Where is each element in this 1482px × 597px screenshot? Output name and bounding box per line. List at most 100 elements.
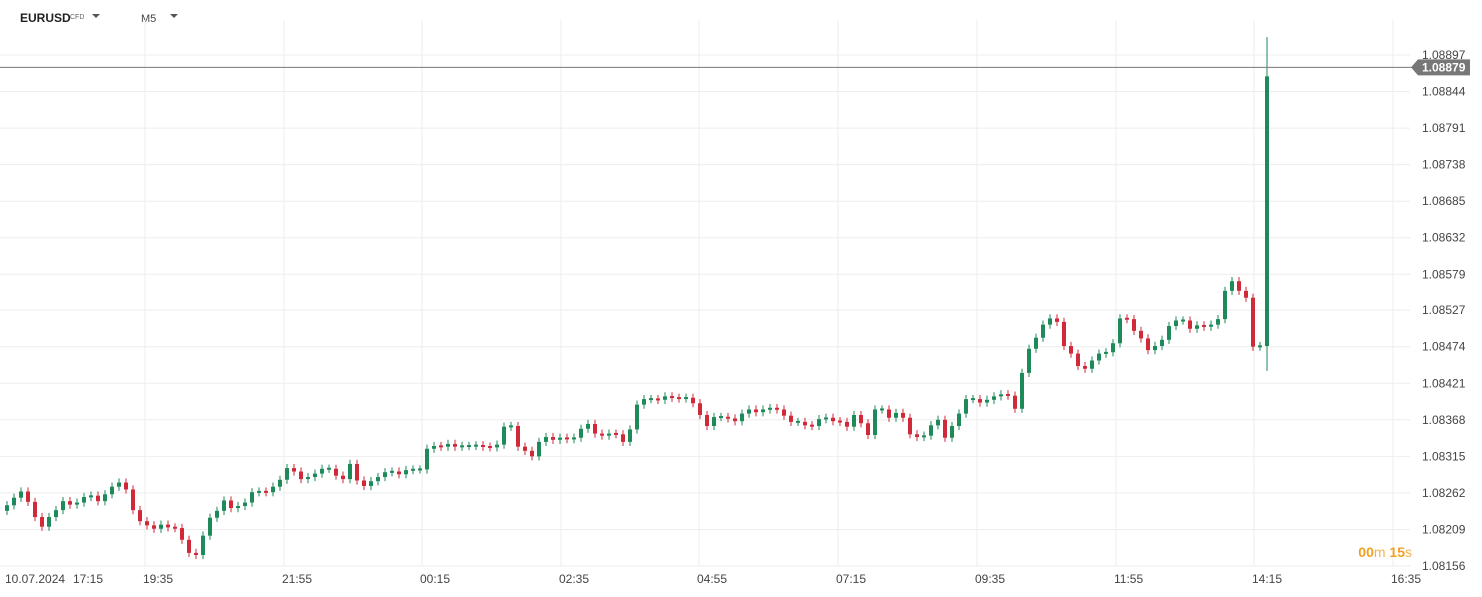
candle-body xyxy=(355,463,359,481)
y-tick-label: 1.08209 xyxy=(1422,522,1466,536)
candle-body xyxy=(194,552,198,555)
candle-body xyxy=(467,445,471,448)
candle-body xyxy=(236,506,240,509)
candle-body xyxy=(530,450,534,457)
candle-body xyxy=(334,468,338,476)
candle-body xyxy=(1244,290,1248,298)
candle-body xyxy=(761,409,765,413)
candle-body xyxy=(635,404,639,430)
y-axis: 1.08897 1.08844 1.08791 1.08738 1.08685 1.086… xyxy=(1422,48,1466,573)
candle-body xyxy=(299,471,303,480)
candle-body xyxy=(908,417,912,435)
candle-body xyxy=(1195,325,1199,329)
candle-body xyxy=(922,435,926,438)
x-tick-label: 14:15 xyxy=(1252,572,1282,586)
candle-body xyxy=(1181,319,1185,322)
candle-body xyxy=(313,473,317,478)
symbol-name[interactable]: EURUSD xyxy=(20,11,71,25)
candle-body xyxy=(145,521,149,526)
candle-body xyxy=(124,482,128,490)
candle-body xyxy=(726,416,730,419)
candle-body xyxy=(285,468,289,480)
candle-body xyxy=(187,539,191,553)
y-tick-label: 1.08421 xyxy=(1422,376,1466,390)
candle-body xyxy=(1139,330,1143,339)
candle-body xyxy=(978,399,982,403)
candle-body xyxy=(663,396,667,400)
candle-body xyxy=(698,403,702,415)
candle-body xyxy=(306,477,310,480)
countdown-minutes: 00 xyxy=(1358,544,1374,560)
candle-body xyxy=(656,398,660,401)
candle-body xyxy=(516,426,520,447)
candle-body xyxy=(110,486,114,495)
candle-body xyxy=(712,417,716,427)
candle-body xyxy=(61,501,65,511)
candle-body xyxy=(166,524,170,528)
symbol-dropdown-icon[interactable] xyxy=(92,14,100,18)
candle-body xyxy=(201,535,205,555)
candle-body xyxy=(1041,324,1045,338)
candle-body xyxy=(495,444,499,448)
candle-body xyxy=(425,448,429,470)
candle-body xyxy=(1202,325,1206,328)
candle-body xyxy=(649,398,653,401)
candle-body xyxy=(1216,319,1220,325)
candle-body xyxy=(82,497,86,503)
y-tick-label: 1.08156 xyxy=(1422,559,1466,573)
candle-body xyxy=(740,413,744,422)
candle-body xyxy=(691,397,695,404)
candle-body xyxy=(1006,393,1010,396)
candle-body xyxy=(971,398,975,401)
candle-body xyxy=(180,528,184,540)
candle-body xyxy=(376,477,380,482)
candle-body xyxy=(999,394,1003,397)
candle-body xyxy=(593,423,597,434)
candle-body xyxy=(19,491,23,498)
candle-body xyxy=(607,433,611,436)
candle-body xyxy=(600,433,604,436)
candle-body xyxy=(278,479,282,487)
candle-body xyxy=(1097,353,1101,361)
candle-body xyxy=(880,408,884,411)
candle-body xyxy=(1125,317,1129,320)
y-tick-label: 1.08368 xyxy=(1422,413,1466,427)
candlestick-series xyxy=(5,37,1269,560)
candle-body xyxy=(621,434,625,442)
candle-body xyxy=(418,468,422,471)
candle-body xyxy=(1251,297,1255,347)
candle-body xyxy=(1132,319,1136,331)
x-tick-label: 10.07.2024 xyxy=(5,572,65,586)
candle-body xyxy=(1188,320,1192,329)
candle-body xyxy=(1160,339,1164,347)
candle-body xyxy=(677,397,681,400)
candle-body xyxy=(47,517,51,527)
candle-body xyxy=(103,494,107,502)
candle-body xyxy=(33,501,37,518)
candle-body xyxy=(159,524,163,529)
candle-body xyxy=(488,446,492,449)
y-tick-label: 1.08474 xyxy=(1422,340,1466,354)
candle-body xyxy=(992,396,996,400)
candle-body xyxy=(327,467,331,470)
candle-body xyxy=(1167,326,1171,340)
candle-body xyxy=(775,407,779,410)
candle-body xyxy=(1062,321,1066,347)
candle-body xyxy=(873,409,877,435)
candle-body xyxy=(1027,348,1031,373)
candle-body xyxy=(131,489,135,511)
candle-body xyxy=(838,420,842,423)
candle-body xyxy=(341,475,345,480)
candle-body xyxy=(1153,346,1157,351)
candle-body xyxy=(1209,324,1213,327)
candle-body xyxy=(929,425,933,436)
candle-body xyxy=(173,526,177,529)
candle-body xyxy=(397,471,401,475)
timeframe-dropdown-icon[interactable] xyxy=(170,14,178,18)
candle-body xyxy=(222,500,226,511)
candle-body xyxy=(348,463,352,480)
candle-body xyxy=(586,423,590,429)
candle-body xyxy=(1076,353,1080,367)
candle-body xyxy=(684,397,688,400)
